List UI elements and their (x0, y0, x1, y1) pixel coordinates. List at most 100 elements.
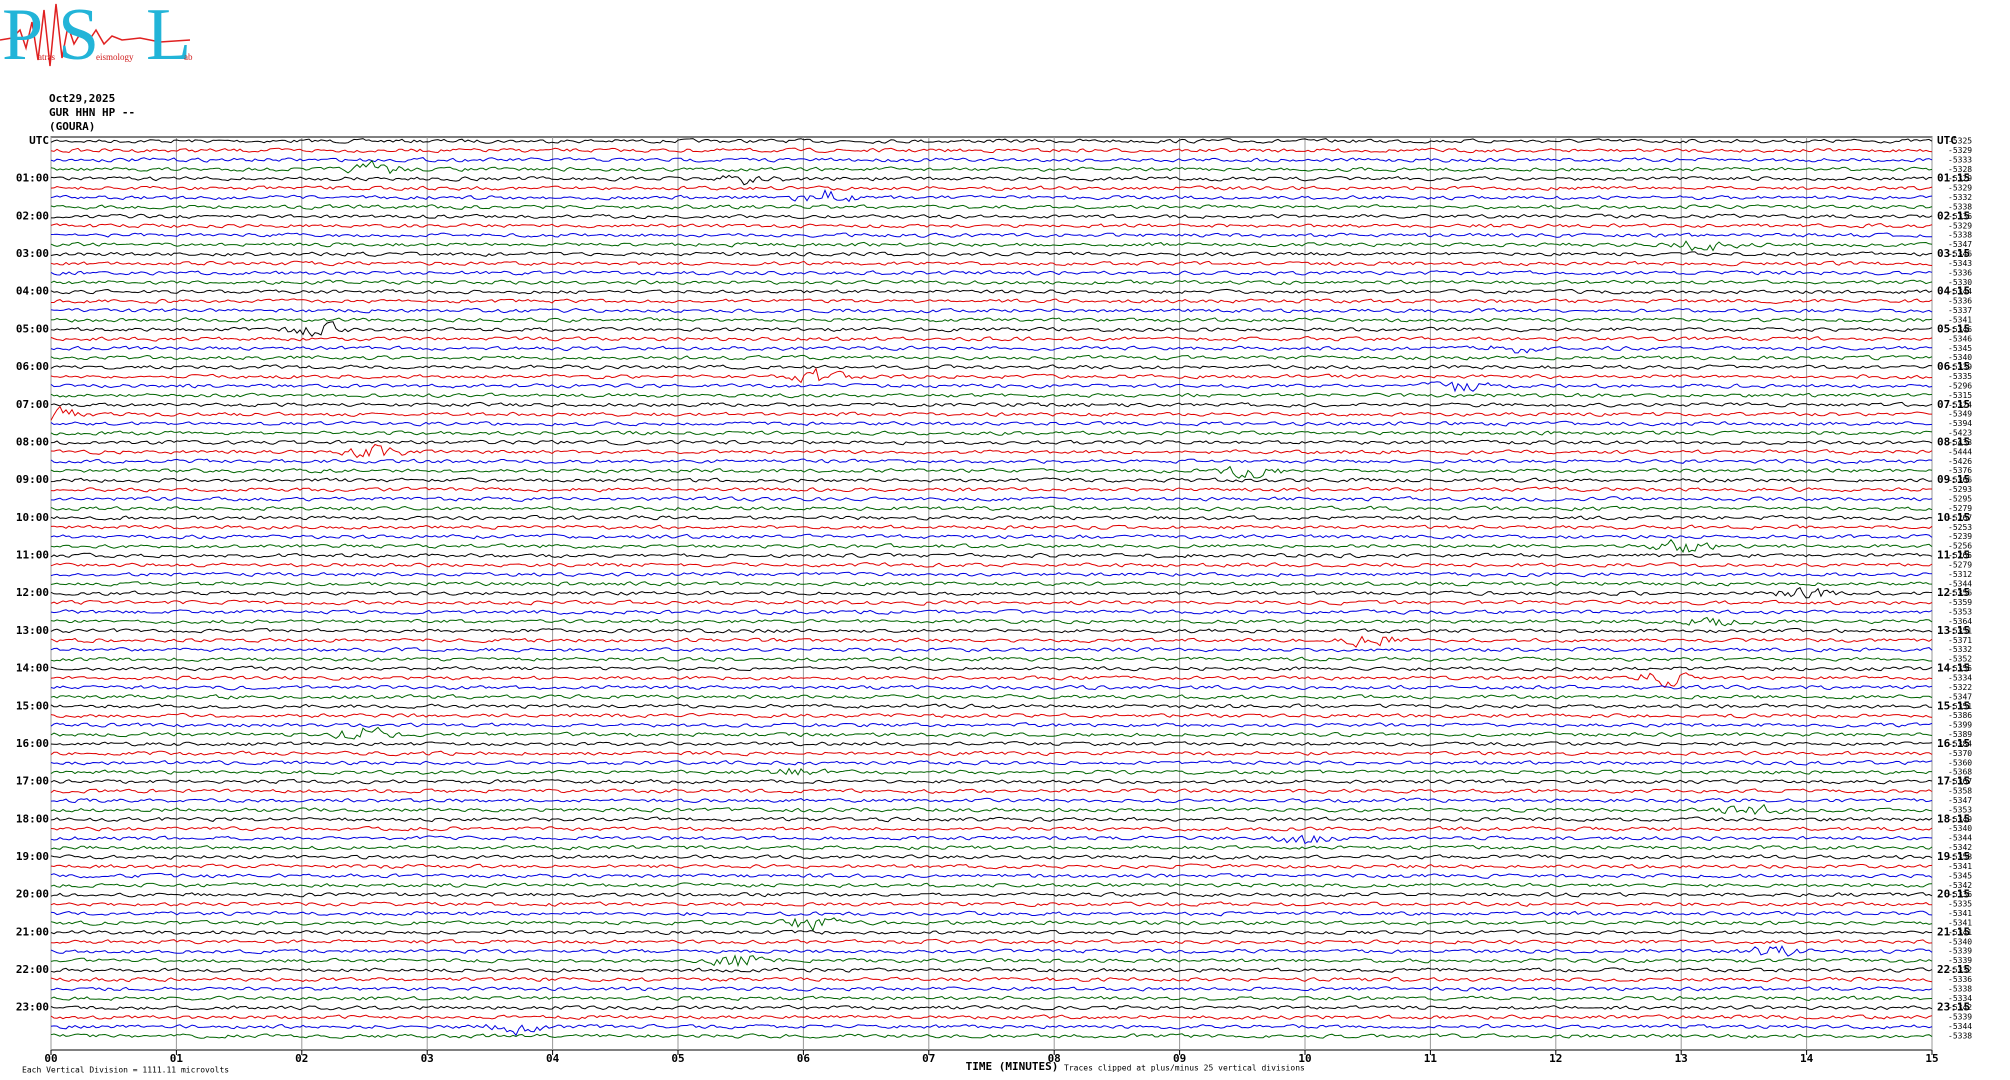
trace (50, 1023, 1933, 1037)
left-time-label: 07:00 (16, 398, 49, 411)
right-time-label: 16:15 (1937, 737, 1970, 750)
row-offset: -5344 (1948, 1022, 1972, 1031)
trace (50, 401, 1933, 408)
trace (50, 995, 1933, 1002)
trace (50, 465, 1933, 479)
trace (50, 750, 1933, 757)
row-offset: -5296 (1948, 381, 1972, 390)
row-offset: -5349 (1948, 410, 1972, 419)
row-offset: -5329 (1948, 221, 1972, 230)
row-offset: -5394 (1948, 419, 1972, 428)
right-time-label: 14:15 (1937, 662, 1970, 675)
trace (50, 616, 1933, 627)
row-offset: -5341 (1948, 909, 1972, 918)
x-tick-label: 11 (1424, 1052, 1438, 1065)
logo-letter: S (58, 0, 99, 76)
x-tick-label: 03 (421, 1052, 434, 1065)
trace (50, 854, 1933, 860)
right-time-label: 17:15 (1937, 775, 1970, 788)
trace (50, 288, 1933, 295)
trace (50, 863, 1933, 870)
trace (50, 188, 1933, 203)
right-time-label: 04:15 (1937, 285, 1970, 298)
row-offset: -5324 (1948, 400, 1972, 409)
left-time-label: 17:00 (16, 775, 49, 788)
trace (50, 232, 1932, 238)
row-offset: -5423 (1948, 429, 1972, 438)
trace (50, 587, 1933, 599)
row-offset: -5352 (1948, 655, 1972, 664)
row-offset: -5356 (1948, 589, 1972, 598)
x-tick-label: 01 (170, 1052, 184, 1065)
left-time-label: 01:00 (16, 172, 49, 185)
row-offset: -5351 (1948, 702, 1972, 711)
row-offset: -5376 (1948, 466, 1972, 475)
left-time-label: 22:00 (16, 963, 49, 976)
x-tick-label: 14 (1800, 1052, 1814, 1065)
right-time-label: 23:15 (1937, 1001, 1970, 1014)
row-offset: -5253 (1948, 523, 1972, 532)
trace (50, 486, 1932, 493)
trace (50, 562, 1933, 568)
trace (50, 279, 1933, 286)
right-time-label: 11:15 (1937, 549, 1970, 562)
left-time-label: 20:00 (16, 888, 49, 901)
row-offset: -5335 (1948, 372, 1972, 381)
row-offset: -5339 (1948, 1013, 1972, 1022)
left-time-label: 04:00 (16, 285, 49, 298)
trace (50, 635, 1933, 648)
row-offset: -5344 (1948, 287, 1972, 296)
left-time-label: 19:00 (16, 850, 49, 863)
right-time-label: 12:15 (1937, 586, 1970, 599)
row-offset: -5364 (1948, 617, 1972, 626)
trace (50, 138, 1933, 144)
row-offset: -5345 (1948, 871, 1972, 880)
row-offset: -5340 (1948, 353, 1972, 362)
row-offset: -5351 (1948, 626, 1972, 635)
header-site: (GOURA) (49, 120, 95, 133)
row-offset: -5332 (1948, 193, 1972, 202)
row-offset: -5355 (1948, 664, 1972, 673)
scale-note: Each Vertical Division = 1111.11 microvo… (22, 1066, 229, 1075)
x-tick-label: 10 (1298, 1052, 1311, 1065)
trace (50, 872, 1933, 879)
row-offset: -5329 (1948, 184, 1972, 193)
trace (50, 157, 1933, 163)
row-offset: -5360 (1948, 758, 1972, 767)
row-offset: -5444 (1948, 447, 1972, 456)
row-offset: -5337 (1948, 306, 1972, 315)
trace (50, 684, 1933, 691)
row-offset: -5344 (1948, 579, 1972, 588)
x-tick-label: 15 (1925, 1052, 1938, 1065)
trace (50, 967, 1933, 973)
trace (50, 917, 1933, 932)
left-time-label: 12:00 (16, 586, 49, 599)
trace (50, 694, 1933, 700)
row-offset: -5371 (1948, 636, 1972, 645)
trace (50, 901, 1933, 908)
left-time-label: 03:00 (16, 247, 49, 260)
row-offset: -5344 (1948, 834, 1972, 843)
row-offset: -5239 (1948, 532, 1972, 541)
row-offset: -5347 (1948, 796, 1972, 805)
row-offset: -5349 (1948, 815, 1972, 824)
logo-letter: P (2, 0, 43, 76)
logo-small: ab (184, 52, 193, 62)
clip-note: Traces clipped at plus/minus 25 vertical… (1064, 1064, 1305, 1073)
row-offset: -5330 (1948, 278, 1972, 287)
trace (50, 321, 1933, 337)
row-offset: -5329 (1948, 146, 1972, 155)
row-offset: -5339 (1948, 363, 1972, 372)
header-date: Oct29,2025 (49, 92, 115, 105)
trace (50, 891, 1933, 898)
trace (50, 571, 1933, 578)
row-offset: -5332 (1948, 966, 1972, 975)
row-offset: -5342 (1948, 1003, 1972, 1012)
trace (50, 307, 1933, 314)
trace (50, 159, 1933, 175)
left-time-label: UTC (29, 134, 49, 147)
trace (50, 788, 1933, 794)
row-offset: -5399 (1948, 721, 1972, 730)
row-offset: -5347 (1948, 240, 1972, 249)
